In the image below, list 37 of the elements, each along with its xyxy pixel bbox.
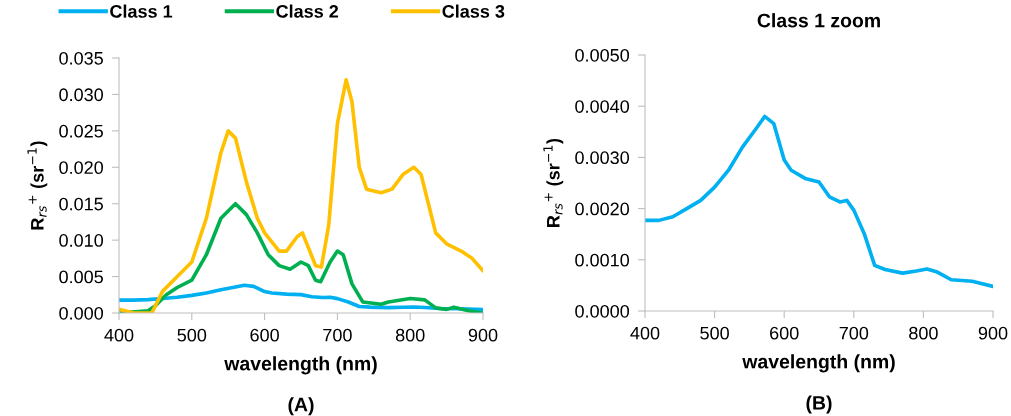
- y-tick-label: 0.000: [59, 306, 104, 320]
- y-tick-label: 0.0020: [575, 202, 630, 216]
- legend-label: Class 1: [110, 4, 173, 18]
- x-tick-label: 900: [978, 326, 1008, 340]
- y-tick-label: 0.010: [59, 234, 104, 247]
- y-tick-label: 0.030: [59, 88, 104, 102]
- x-tick-label: 500: [700, 326, 729, 340]
- x-tick-label: 700: [323, 328, 352, 342]
- y-tick-label: 0.0010: [575, 253, 630, 267]
- y-tick-label: 0.0040: [575, 100, 630, 113]
- y-tick-label: 0.035: [59, 51, 103, 65]
- y-axis-title: R$_{rs}$$^{+}$ (sr$^{−1}$): [27, 141, 48, 230]
- x-tick-label: 600: [770, 326, 799, 340]
- x-tick-label: 600: [250, 328, 279, 342]
- y-tick-label: 0.0000: [575, 304, 630, 318]
- x-tick-label: 800: [909, 326, 938, 340]
- y-tick-label: 0.020: [59, 161, 104, 175]
- line-series: [645, 114, 993, 289]
- legend-label: Class 3: [442, 4, 505, 18]
- y-tick-label: 0.025: [59, 124, 103, 138]
- x-tick-label: 500: [177, 328, 207, 342]
- text: (A): [288, 397, 314, 416]
- x-tick-label: 800: [395, 328, 425, 342]
- x-tick-label: 400: [104, 328, 134, 342]
- chart-title: Class 1 zoom: [757, 13, 880, 28]
- x-tick-label: 900: [468, 328, 498, 342]
- legend-label: Class 2: [276, 4, 339, 18]
- x-tick-label: 700: [839, 326, 869, 340]
- y-axis-title: R$_{rs}$$^{+}$ (sr$^{−1}$): [543, 138, 564, 227]
- y-tick-label: 0.0030: [575, 151, 630, 165]
- y-tick-label: 0.0050: [575, 48, 630, 62]
- x-axis-title: wavelength (nm): [224, 356, 377, 375]
- y-tick-label: 0.005: [59, 270, 103, 284]
- y-tick-label: 0.015: [59, 197, 103, 211]
- x-tick-label: 400: [630, 326, 660, 340]
- text: (B): [806, 395, 832, 414]
- x-axis-title: wavelength (nm): [742, 354, 895, 373]
